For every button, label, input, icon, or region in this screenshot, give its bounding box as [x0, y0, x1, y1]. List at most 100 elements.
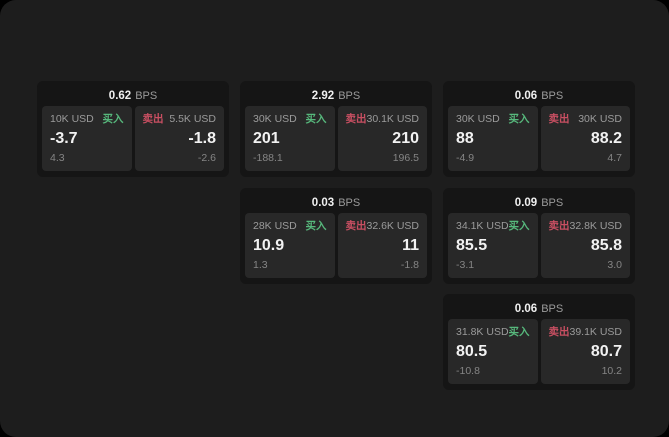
bps-unit-label: BPS [338, 196, 361, 209]
buy-main-price: 85.5 [456, 237, 488, 254]
bps-value: 0.03 [311, 196, 335, 209]
bps-header: 0.03 BPS [245, 192, 427, 213]
bps-value: 0.62 [108, 89, 132, 102]
sell-secondary-value: 4.7 [607, 152, 622, 164]
sell-secondary-value: 10.2 [601, 365, 622, 377]
buy-panel[interactable]: 31.8K USD 买入 80.5 -10.8 [448, 319, 538, 384]
sell-panel[interactable]: 卖出 30K USD 88.2 4.7 [540, 106, 630, 171]
buy-badge: 买入 [305, 220, 327, 232]
buy-badge: 买入 [508, 326, 530, 338]
sell-secondary-value: 3.0 [607, 259, 622, 271]
buy-amount-label: 31.8K USD [456, 326, 509, 338]
buy-panel[interactable]: 34.1K USD 买入 85.5 -3.1 [448, 213, 538, 278]
buy-secondary-value: -188.1 [253, 152, 283, 164]
sell-panel[interactable]: 卖出 39.1K USD 80.7 10.2 [540, 319, 630, 384]
bps-unit-label: BPS [338, 89, 361, 102]
quote-card: 0.06 BPS 31.8K USD 买入 80.5 -10.8 卖出 39.1… [443, 294, 635, 390]
sell-panel-header: 卖出 32.8K USD [549, 220, 623, 232]
sell-badge: 卖出 [142, 113, 164, 125]
buy-amount-label: 30K USD [456, 113, 500, 125]
buy-main-price: 201 [253, 130, 280, 147]
sell-badge: 卖出 [345, 220, 367, 232]
quote-card: 0.09 BPS 34.1K USD 买入 85.5 -3.1 卖出 32.8K… [443, 188, 635, 284]
sell-panel-header: 卖出 39.1K USD [549, 326, 623, 338]
bps-header: 0.06 BPS [448, 85, 630, 106]
sell-main-price: 80.7 [590, 343, 622, 360]
bps-value: 0.06 [514, 89, 538, 102]
quote-panels: 10K USD 买入 -3.7 4.3 卖出 5.5K USD -1.8 -2.… [42, 106, 224, 171]
bps-unit-label: BPS [541, 89, 564, 102]
sell-panel-header: 卖出 5.5K USD [143, 113, 217, 125]
sell-secondary-value: -1.8 [400, 259, 419, 271]
sell-amount-label: 5.5K USD [169, 113, 216, 125]
sell-main-price: 85.8 [590, 237, 622, 254]
buy-panel-header: 10K USD 买入 [50, 113, 124, 125]
buy-secondary-value: -4.9 [456, 152, 475, 164]
sell-panel-header: 卖出 30.1K USD [346, 113, 420, 125]
sell-amount-label: 32.8K USD [569, 220, 623, 232]
sell-amount-label: 39.1K USD [569, 326, 623, 338]
buy-secondary-value: 1.3 [253, 259, 268, 271]
sell-panel[interactable]: 卖出 32.8K USD 85.8 3.0 [540, 213, 630, 278]
sell-badge: 卖出 [548, 326, 570, 338]
buy-panel[interactable]: 30K USD 买入 201 -188.1 [245, 106, 335, 171]
bps-unit-label: BPS [541, 196, 564, 209]
sell-amount-label: 32.6K USD [366, 220, 420, 232]
buy-main-price: 88 [456, 130, 474, 147]
quote-panels: 28K USD 买入 10.9 1.3 卖出 32.6K USD 11 -1.8 [245, 213, 427, 278]
quote-card: 2.92 BPS 30K USD 买入 201 -188.1 卖出 30.1K … [240, 81, 432, 177]
buy-amount-label: 28K USD [253, 220, 297, 232]
buy-badge: 买入 [508, 113, 530, 125]
bps-unit-label: BPS [135, 89, 158, 102]
buy-amount-label: 10K USD [50, 113, 94, 125]
sell-panel[interactable]: 卖出 30.1K USD 210 196.5 [337, 106, 427, 171]
buy-panel-header: 30K USD 买入 [253, 113, 327, 125]
buy-main-price: 80.5 [456, 343, 488, 360]
sell-panel[interactable]: 卖出 32.6K USD 11 -1.8 [337, 213, 427, 278]
quote-panels: 30K USD 买入 88 -4.9 卖出 30K USD 88.2 4.7 [448, 106, 630, 171]
quote-card: 0.03 BPS 28K USD 买入 10.9 1.3 卖出 32.6K US… [240, 188, 432, 284]
sell-badge: 卖出 [548, 113, 570, 125]
buy-secondary-value: -3.1 [456, 259, 475, 271]
sell-main-price: 210 [392, 130, 419, 147]
buy-badge: 买入 [305, 113, 327, 125]
sell-badge: 卖出 [548, 220, 570, 232]
sell-main-price: 11 [402, 237, 419, 254]
bps-header: 0.09 BPS [448, 192, 630, 213]
buy-panel-header: 34.1K USD 买入 [456, 220, 530, 232]
buy-panel[interactable]: 30K USD 买入 88 -4.9 [448, 106, 538, 171]
bps-header: 0.62 BPS [42, 85, 224, 106]
buy-amount-label: 30K USD [253, 113, 297, 125]
bps-unit-label: BPS [541, 302, 564, 315]
buy-badge: 买入 [102, 113, 124, 125]
buy-amount-label: 34.1K USD [456, 220, 509, 232]
quote-card: 0.62 BPS 10K USD 买入 -3.7 4.3 卖出 5.5K USD… [37, 81, 229, 177]
bps-header: 2.92 BPS [245, 85, 427, 106]
bps-value: 2.92 [311, 89, 335, 102]
sell-amount-label: 30.1K USD [366, 113, 420, 125]
quote-card: 0.06 BPS 30K USD 买入 88 -4.9 卖出 30K USD 8… [443, 81, 635, 177]
sell-panel-header: 卖出 32.6K USD [346, 220, 420, 232]
quote-panels: 31.8K USD 买入 80.5 -10.8 卖出 39.1K USD 80.… [448, 319, 630, 384]
sell-main-price: 88.2 [590, 130, 622, 147]
buy-secondary-value: 4.3 [50, 152, 65, 164]
bps-header: 0.06 BPS [448, 298, 630, 319]
buy-badge: 买入 [508, 220, 530, 232]
sell-badge: 卖出 [345, 113, 367, 125]
buy-main-price: 10.9 [253, 237, 285, 254]
buy-main-price: -3.7 [50, 130, 78, 147]
bps-value: 0.06 [514, 302, 538, 315]
buy-panel-header: 31.8K USD 买入 [456, 326, 530, 338]
sell-panel[interactable]: 卖出 5.5K USD -1.8 -2.6 [134, 106, 224, 171]
sell-amount-label: 30K USD [578, 113, 622, 125]
bps-value: 0.09 [514, 196, 538, 209]
buy-panel[interactable]: 28K USD 买入 10.9 1.3 [245, 213, 335, 278]
sell-secondary-value: -2.6 [197, 152, 216, 164]
sell-secondary-value: 196.5 [392, 152, 419, 164]
buy-panel-header: 28K USD 买入 [253, 220, 327, 232]
sell-main-price: -1.8 [188, 130, 216, 147]
buy-panel-header: 30K USD 买入 [456, 113, 530, 125]
quote-panels: 34.1K USD 买入 85.5 -3.1 卖出 32.8K USD 85.8… [448, 213, 630, 278]
buy-panel[interactable]: 10K USD 买入 -3.7 4.3 [42, 106, 132, 171]
